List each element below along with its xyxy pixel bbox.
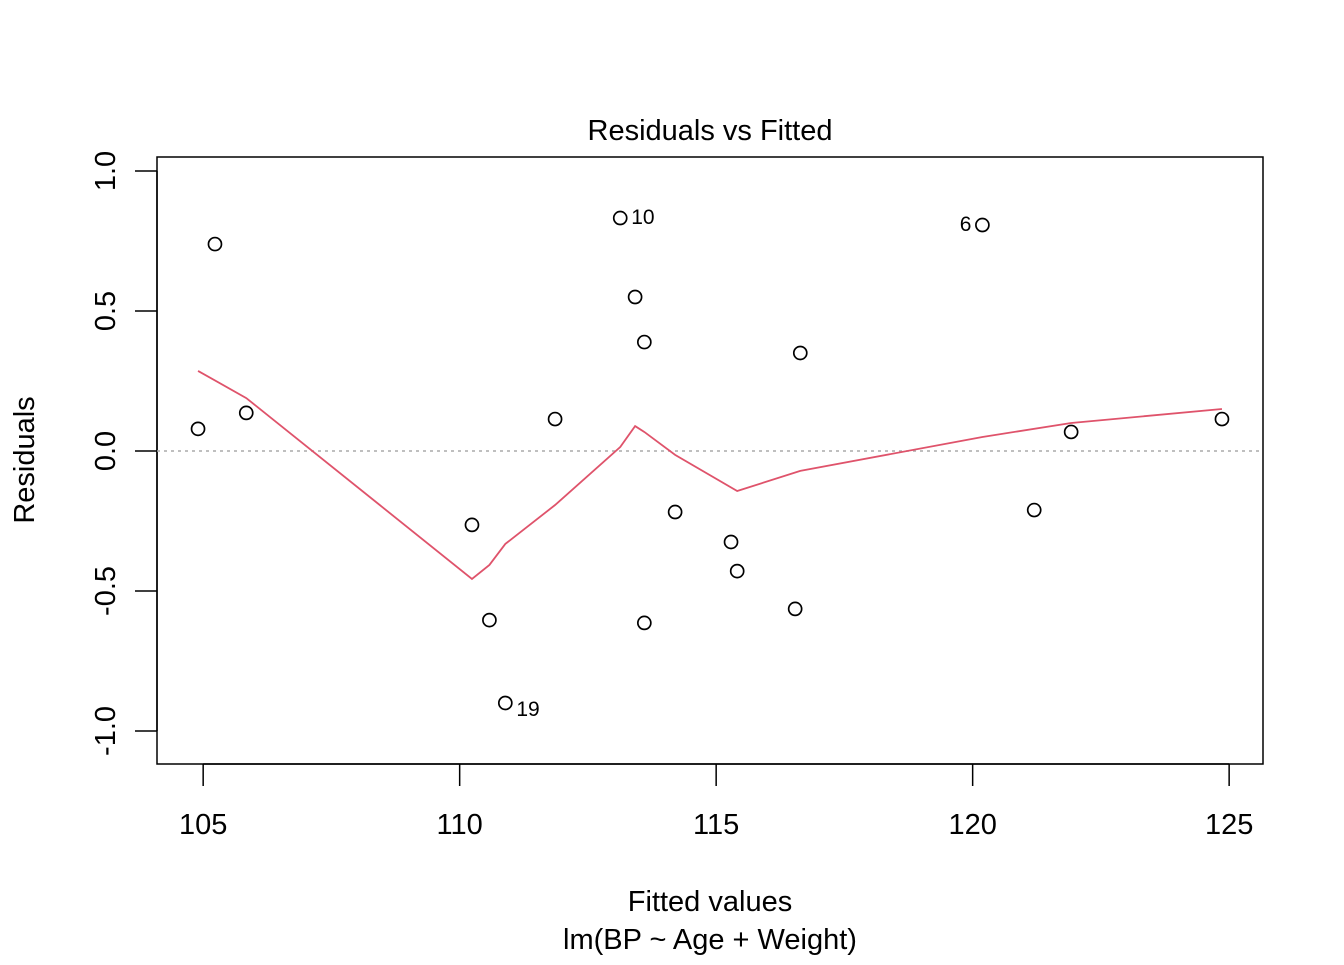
y-tick-label: -0.5 — [90, 566, 122, 616]
smooth-line — [197, 370, 1223, 581]
data-point — [190, 421, 206, 437]
x-axis-label: Fitted values — [628, 886, 792, 918]
point-label: 19 — [516, 698, 539, 721]
data-point — [464, 517, 480, 533]
data-point — [636, 334, 652, 350]
x-axis: 105 110 115 120 125 — [179, 763, 1253, 841]
data-point — [787, 601, 803, 617]
x-tick-label: 115 — [693, 809, 739, 841]
y-axis: -1.0 -0.5 0.0 0.5 1.0 — [90, 151, 158, 756]
data-point — [612, 210, 628, 226]
data-point — [729, 563, 745, 579]
data-point — [1214, 411, 1230, 427]
y-axis-label: Residuals — [9, 396, 41, 523]
chart-title: Residuals vs Fitted — [588, 115, 833, 147]
data-point — [792, 345, 808, 361]
data-point — [667, 504, 683, 520]
chart-subtitle: lm(BP ~ Age + Weight) — [563, 924, 857, 956]
data-point — [627, 289, 643, 305]
data-point — [547, 411, 563, 427]
x-tick-label: 110 — [437, 809, 483, 841]
y-tick-label: 0.0 — [90, 431, 122, 471]
y-tick-label: -1.0 — [90, 706, 122, 756]
y-tick-label: 0.5 — [90, 291, 122, 331]
data-point — [723, 534, 739, 550]
point-label: 10 — [631, 206, 654, 229]
data-point — [1063, 424, 1079, 440]
data-point — [975, 217, 990, 233]
data-point — [636, 615, 652, 631]
y-tick-label: 1.0 — [90, 151, 122, 191]
data-point — [497, 695, 513, 711]
data-point — [238, 405, 254, 421]
data-point — [482, 612, 497, 628]
x-tick-label: 105 — [179, 809, 227, 841]
x-tick-label: 125 — [1205, 809, 1253, 841]
point-label: 6 — [960, 213, 972, 236]
data-point — [1026, 502, 1042, 518]
plot-area: 10 6 19 — [157, 206, 1263, 721]
data-point — [207, 236, 223, 252]
x-tick-label: 120 — [948, 809, 996, 841]
